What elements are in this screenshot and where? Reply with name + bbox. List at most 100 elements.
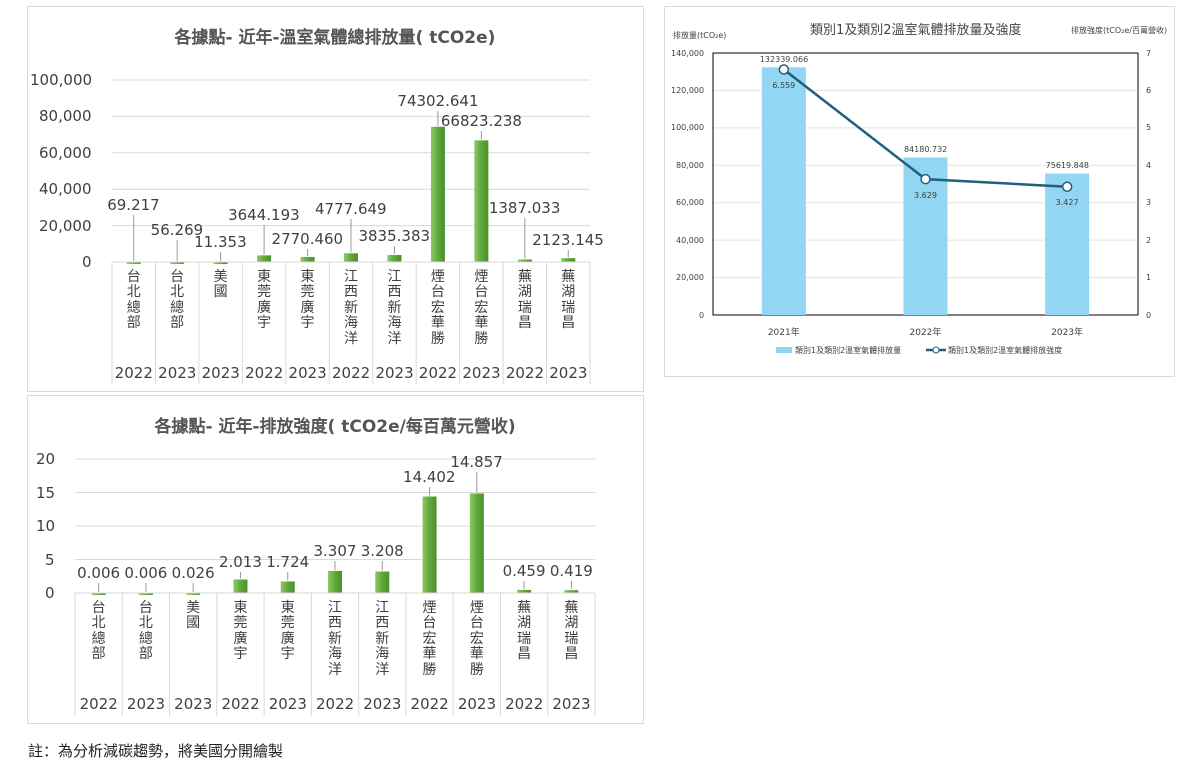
bar	[375, 571, 390, 593]
category-label: 江西新海洋	[387, 269, 402, 347]
data-label: 2.013	[218, 553, 262, 571]
bar	[761, 67, 806, 316]
data-label: 66823.238	[440, 112, 522, 130]
year-label: 2023	[363, 695, 402, 713]
bar-data-label: 132339.066	[759, 54, 809, 64]
y2-tick-label: 7	[1146, 48, 1152, 58]
data-label: 0.006	[124, 564, 168, 582]
y-tick-label: 15	[36, 483, 56, 502]
year-label: 2023	[457, 695, 496, 713]
line-data-label: 3.629	[914, 190, 937, 200]
y-tick-label: 10	[36, 517, 56, 535]
bar	[280, 581, 295, 593]
bar	[517, 589, 532, 593]
year-label: 2022	[410, 695, 449, 713]
year-label: 2022	[79, 695, 118, 713]
year-label: 2023	[158, 364, 197, 382]
category-label: 美國	[213, 269, 228, 301]
year-label: 2023	[552, 695, 591, 713]
emissions-chart-panel	[27, 6, 644, 392]
y-tick-label: 140,000	[671, 48, 705, 58]
category-label: 東莞廣宇	[257, 269, 272, 332]
data-label: 2123.145	[532, 231, 604, 249]
y-tick-label: 80,000	[39, 107, 92, 126]
y-tick-label: 20	[36, 450, 56, 468]
bar	[517, 259, 532, 262]
y-tick-label: 120,000	[671, 85, 705, 95]
category-label: 蕪湖瑞昌	[517, 269, 532, 332]
data-label: 0.459	[502, 562, 546, 580]
bar	[300, 256, 315, 262]
year-label: 2022	[114, 364, 153, 382]
year-label: 2023	[462, 364, 501, 382]
chart-title: 各據點- 近年-溫室氣體總排放量( tCO2e)	[174, 27, 496, 48]
line-data-label: 3.427	[1055, 198, 1079, 208]
bar	[474, 140, 489, 262]
bar	[387, 255, 402, 262]
year-label: 2023	[375, 364, 414, 382]
bar	[138, 592, 153, 595]
chart-title: 各據點- 近年-排放強度( tCO2e/每百萬元營收)	[154, 416, 516, 437]
bar	[233, 579, 248, 593]
y-tick-label: 100,000	[30, 71, 93, 89]
bar	[170, 261, 185, 264]
legend-bar-label: 類別1及類別2溫室氣體排放量	[795, 345, 902, 355]
y-axis-title: 排放量(tCO₂e)	[673, 30, 727, 40]
bar	[1045, 173, 1090, 315]
y-tick-label: 80,000	[676, 160, 704, 170]
year-label: 2023	[288, 364, 327, 382]
y-tick-label: 40,000	[39, 180, 92, 199]
y2-axis-title: 排放強度(tCO₂e/百萬營收)	[1071, 25, 1168, 35]
category-label: 蕪湖瑞昌	[564, 600, 579, 663]
category-label: 煙台宏華勝	[469, 600, 484, 678]
category-label: 江西新海洋	[344, 269, 358, 347]
bar-data-label: 75619.848	[1045, 160, 1089, 170]
data-label: 0.026	[171, 564, 215, 582]
category-label: 台北總部	[126, 269, 141, 332]
y2-tick-label: 2	[1146, 235, 1152, 245]
category-label: 美國	[186, 600, 201, 632]
category-label: 煙台宏華勝	[430, 269, 445, 347]
category-label: 煙台宏華勝	[474, 269, 489, 347]
bar	[213, 261, 228, 264]
bar	[469, 493, 484, 593]
data-label: 3.208	[360, 542, 404, 560]
y2-tick-label: 1	[1146, 273, 1152, 283]
data-label: 0.006	[77, 564, 121, 582]
data-label: 14.402	[403, 468, 456, 486]
x-tick-label: 2021年	[767, 327, 800, 338]
data-label: 11.353	[194, 233, 247, 251]
bar	[186, 592, 201, 595]
y-tick-label: 0	[45, 584, 55, 602]
y-tick-label: 100,000	[671, 123, 705, 133]
year-label: 2023	[174, 695, 213, 713]
footnote: 註：為分析減碳趨勢，將美國分開繪製	[28, 742, 284, 760]
bar	[422, 496, 437, 593]
year-label: 2023	[268, 695, 307, 713]
data-label: 14.857	[450, 453, 503, 471]
line-marker	[1061, 181, 1073, 192]
year-label: 2022	[245, 364, 284, 382]
data-label: 3835.383	[358, 227, 431, 245]
y-tick-label: 0	[82, 253, 92, 271]
y2-tick-label: 6	[1146, 85, 1152, 95]
bar	[564, 590, 579, 593]
bar	[126, 261, 141, 264]
data-label: 4777.649	[315, 200, 387, 218]
x-tick-label: 2023年	[1051, 327, 1084, 338]
y2-tick-label: 4	[1146, 160, 1152, 170]
bar	[430, 126, 445, 262]
x-tick-label: 2022年	[909, 327, 942, 338]
category-label: 台北總部	[138, 600, 153, 663]
y-tick-label: 0	[699, 310, 705, 320]
data-label: 69.217	[107, 196, 160, 214]
year-label: 2023	[126, 695, 166, 713]
y-tick-label: 20,000	[39, 216, 92, 235]
category-label: 台北總部	[91, 600, 106, 663]
line-marker	[920, 173, 931, 185]
bar	[561, 258, 576, 262]
category-label: 江西新海洋	[328, 600, 342, 678]
data-label: 2770.460	[271, 230, 344, 248]
year-label: 2023	[201, 364, 240, 382]
